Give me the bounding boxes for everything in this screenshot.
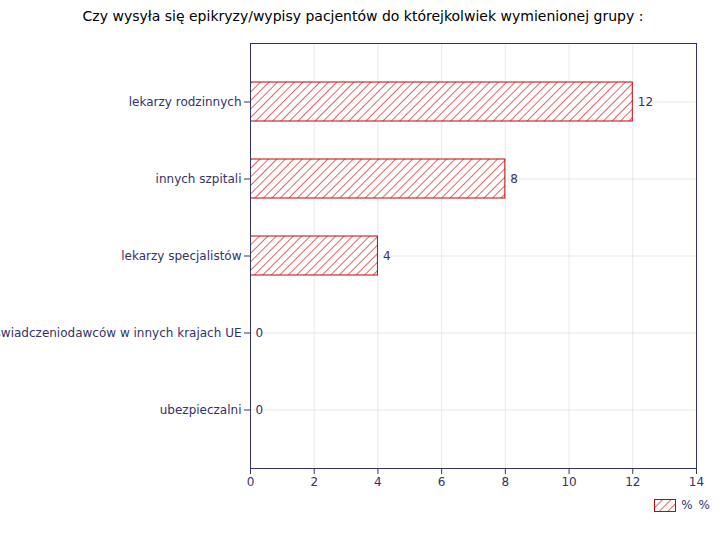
- svg-text:4: 4: [374, 475, 382, 489]
- svg-text:12: 12: [625, 475, 640, 489]
- svg-text:innych szpitali: innych szpitali: [156, 172, 242, 186]
- svg-text:ubezpieczalni: ubezpieczalni: [160, 403, 242, 417]
- html-text:Czy wysyła się epikryzy/wypisy: Czy wysyła się epikryzy/wypisy pacjentów…: [82, 8, 644, 24]
- svg-text:4: 4: [383, 249, 391, 263]
- svg-text:lekarzy specjalistów: lekarzy specjalistów: [121, 249, 241, 263]
- svg-text:lekarzy rodzinnych: lekarzy rodzinnych: [129, 95, 242, 109]
- svg-text:10: 10: [561, 475, 576, 489]
- svg-text:8: 8: [502, 475, 510, 489]
- svg-text:2: 2: [310, 475, 318, 489]
- svg-text:0: 0: [256, 403, 264, 417]
- svg-text:6: 6: [438, 475, 446, 489]
- svg-text:14: 14: [689, 475, 704, 489]
- svg-text:8: 8: [510, 172, 518, 186]
- svg-text:0: 0: [256, 326, 264, 340]
- svg-text:świadczeniodawców w innych kra: świadczeniodawców w innych krajach UE: [0, 326, 242, 340]
- svg-text:12: 12: [638, 95, 653, 109]
- svg-text:0: 0: [247, 475, 255, 489]
